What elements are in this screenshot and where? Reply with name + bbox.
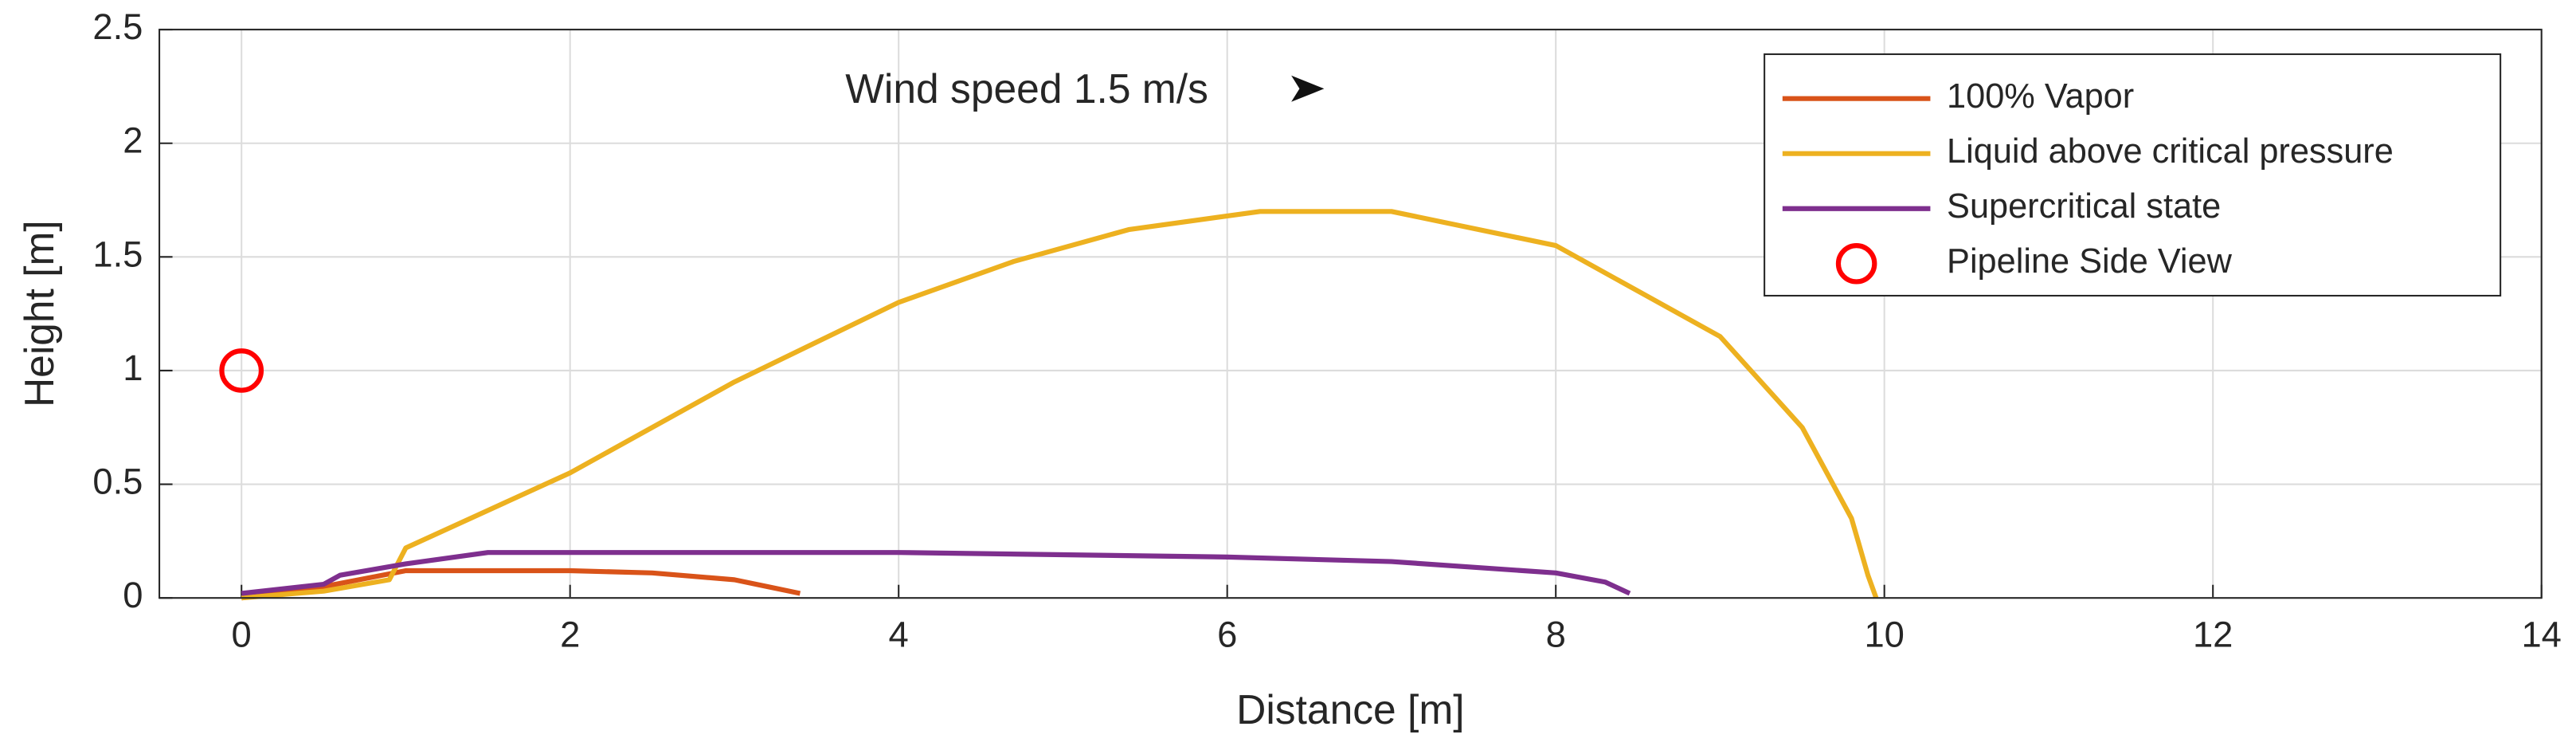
y-tick-label: 0 [123,575,143,615]
annotation: Wind speed 1.5 m/s [845,65,1208,112]
plot-frame [159,29,2543,599]
x-tick-label: 0 [232,615,252,655]
legend-label: Liquid above critical pressure [1947,132,2394,171]
data-layer [219,209,1879,601]
legend-label: 100% Vapor [1947,77,2134,116]
x-tick-label: 2 [560,615,580,655]
marker [219,348,264,393]
x-tick-label: 10 [1864,615,1904,655]
legend-box [1764,53,2502,297]
y-tick-label: 1 [123,348,143,388]
y-tick-label: 2.5 [92,6,143,47]
x-tick-label: 14 [2521,615,2561,655]
x-tick-label: 12 [2193,615,2233,655]
line [241,209,1879,601]
legend-symbol [1835,243,1877,285]
y-tick-label: 1.5 [92,234,143,274]
legend-label: Pipeline Side View [1947,242,2233,281]
wind-arrow [1291,75,1325,102]
x-tick-label: 4 [889,615,909,655]
line [241,567,801,601]
legend: 100% Vapor Liquid above critical pressure… [1764,53,2502,297]
line [241,550,1631,596]
legend-label: Supercritical state [1947,187,2221,226]
x-tick-label: 6 [1217,615,1237,655]
x-axis-label: Distance [m] [1236,686,1464,732]
y-tick-label: 2 [123,120,143,161]
x-tick-label: 8 [1546,615,1566,655]
y-tick-label: 0.5 [92,461,143,502]
y-axis-label: Height [m] [16,220,62,407]
